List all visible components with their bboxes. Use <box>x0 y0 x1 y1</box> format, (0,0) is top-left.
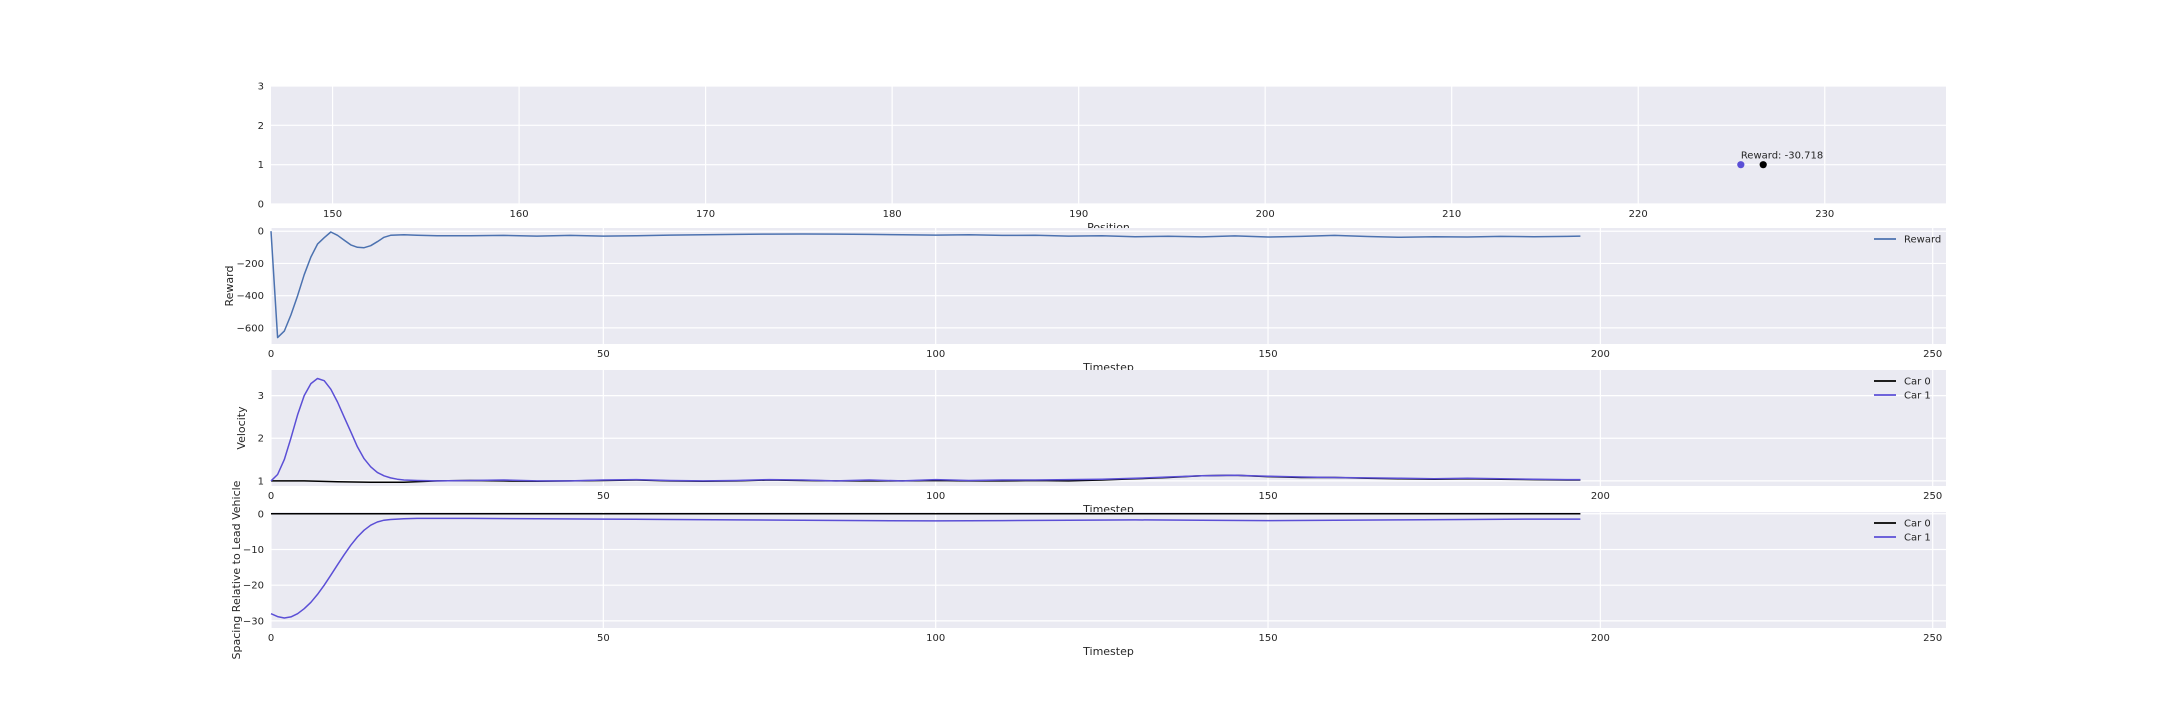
x-tick-label: 210 <box>1442 209 1461 220</box>
y-tick-label: −10 <box>243 545 264 556</box>
x-tick-label: 0 <box>268 491 274 502</box>
y-tick-label: −400 <box>237 291 264 302</box>
subplot-4: 0 50 100 150 200 250 0 −10 −20 −30 Timestep Spacing… <box>230 480 1946 659</box>
x-tick-label: 150 <box>1258 349 1277 360</box>
plot-area <box>271 370 1946 486</box>
y-tick-label: −600 <box>237 323 264 334</box>
x-tick-label: 150 <box>1258 491 1277 502</box>
x-tick-label: 50 <box>597 633 610 644</box>
reward-annotation: Reward: -30.718 <box>1741 151 1823 162</box>
y-tick-label: 2 <box>258 434 264 445</box>
legend-label-car-0: Car 0 <box>1904 377 1931 388</box>
subplot-1: 150 160 170 180 190 200 210 220 2300123PositionR… <box>258 82 1946 234</box>
series-line-reward <box>270 231 1581 339</box>
x-tick-label: 50 <box>597 349 610 360</box>
plot-area <box>271 86 1946 204</box>
x-tick-label: 160 <box>510 209 529 220</box>
x-tick-label: 100 <box>926 633 945 644</box>
series-line-car-1 <box>270 517 1581 619</box>
y-axis-label: Spacing Relative to Lead Vehicle <box>230 480 243 659</box>
y-tick-label: −200 <box>237 259 264 270</box>
x-tick-label: 250 <box>1923 633 1942 644</box>
plot-area <box>271 228 1946 344</box>
legend-label-car-1: Car 1 <box>1904 533 1931 544</box>
plot-area <box>271 512 1946 628</box>
y-tick-label: 3 <box>258 82 264 93</box>
x-tick-label: 100 <box>926 491 945 502</box>
legend: Car 0 Car 1 <box>1874 519 1931 544</box>
y-tick-label: 0 <box>258 509 264 520</box>
x-axis-label: Timestep <box>1082 645 1134 658</box>
x-tick-label: 250 <box>1923 491 1942 502</box>
legend-label-reward: Reward <box>1904 235 1941 246</box>
y-tick-label: 1 <box>258 476 264 487</box>
x-tick-label: 230 <box>1815 209 1834 220</box>
x-tick-label: 50 <box>597 491 610 502</box>
y-tick-label: −30 <box>243 616 264 627</box>
legend: Reward <box>1874 235 1941 246</box>
y-axis-label: Reward <box>223 266 236 307</box>
x-tick-label: 200 <box>1256 209 1275 220</box>
y-tick-label: 3 <box>258 391 264 402</box>
x-tick-label: 170 <box>696 209 715 220</box>
y-tick-label: 2 <box>258 121 264 132</box>
x-tick-label: 150 <box>1258 633 1277 644</box>
y-tick-label: 0 <box>258 200 264 211</box>
legend-label-car-0: Car 0 <box>1904 519 1931 530</box>
x-tick-label: 180 <box>883 209 902 220</box>
x-tick-label: 200 <box>1591 349 1610 360</box>
series-line-car-1 <box>270 377 1581 482</box>
y-tick-label: −20 <box>243 581 264 592</box>
scatter-point-2 <box>1759 161 1767 169</box>
x-tick-label: 100 <box>926 349 945 360</box>
scatter-point-1 <box>1737 161 1745 169</box>
x-tick-label: 250 <box>1923 349 1942 360</box>
legend: Car 0 Car 1 <box>1874 377 1931 402</box>
x-tick-label: 220 <box>1629 209 1648 220</box>
x-tick-label: 200 <box>1591 491 1610 502</box>
x-tick-label: 190 <box>1069 209 1088 220</box>
x-tick-label: 200 <box>1591 633 1610 644</box>
x-tick-label: 0 <box>268 349 274 360</box>
y-axis-label: Velocity <box>235 406 248 450</box>
x-tick-label: 0 <box>268 633 274 644</box>
x-tick-label: 150 <box>323 209 342 220</box>
y-tick-label: 0 <box>258 227 264 238</box>
subplot-2: 0 50 100 150 200 2500−200−400−600TimestepRewa… <box>223 227 1946 374</box>
legend-label-car-1: Car 1 <box>1904 391 1931 402</box>
y-tick-label: 1 <box>258 160 264 171</box>
